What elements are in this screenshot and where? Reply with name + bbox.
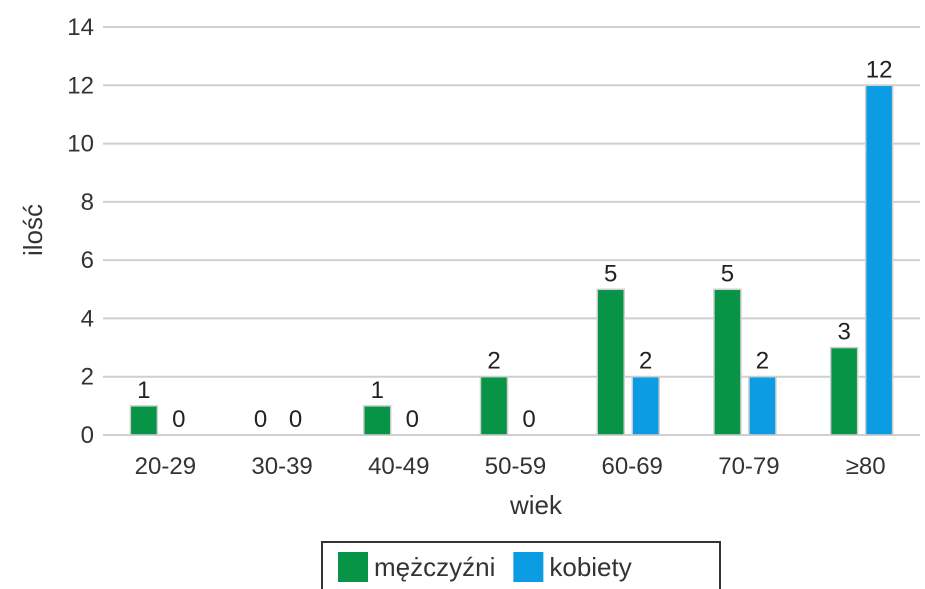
data-label: 2 — [639, 348, 652, 375]
x-tick-label: ≥80 — [846, 453, 886, 480]
y-tick-label: 0 — [81, 422, 94, 449]
bar-men — [713, 288, 742, 436]
data-label: 5 — [721, 260, 734, 287]
x-tick-label: 40-49 — [368, 453, 429, 480]
x-tick-label: 60-69 — [602, 453, 663, 480]
bar-men — [129, 405, 159, 436]
y-tick-label: 4 — [81, 305, 94, 332]
data-label: 1 — [137, 377, 150, 404]
legend-swatch-women — [513, 552, 544, 582]
data-label: 1 — [371, 377, 384, 404]
x-tick-label: 20-29 — [135, 453, 196, 480]
bar-women — [631, 375, 660, 436]
gridlines — [103, 26, 920, 436]
data-label: 0 — [172, 406, 185, 433]
data-label: 5 — [604, 260, 617, 287]
x-tick-label: 30-39 — [251, 453, 312, 480]
bar-men — [829, 346, 859, 436]
legend-swatch-men — [338, 552, 368, 582]
bar-men — [479, 375, 509, 436]
data-label: 2 — [756, 348, 769, 375]
y-tick-label: 12 — [67, 72, 94, 99]
x-axis-ticks: 20-29 30-39 40-49 50-59 60-69 70-79 ≥80 — [135, 453, 886, 480]
data-label: 0 — [406, 406, 419, 433]
bar-women — [864, 84, 894, 436]
data-label: 3 — [837, 319, 850, 346]
bar-men — [596, 288, 625, 436]
y-tick-label: 10 — [67, 131, 94, 158]
y-axis-ticks: 0 2 4 6 8 10 12 14 — [67, 14, 94, 449]
data-label: 0 — [522, 406, 535, 433]
bars — [129, 84, 894, 436]
bar-women — [748, 375, 777, 436]
legend-label-women: kobiety — [549, 552, 631, 582]
data-label: 0 — [289, 406, 302, 433]
y-axis-title: ilość — [18, 204, 48, 256]
data-label: 2 — [487, 348, 500, 375]
data-label: 12 — [866, 56, 893, 83]
x-tick-label: 50-59 — [485, 453, 546, 480]
x-tick-label: 70-79 — [718, 453, 779, 480]
y-tick-label: 14 — [67, 14, 94, 41]
y-tick-label: 8 — [81, 189, 94, 216]
data-label: 0 — [254, 406, 267, 433]
y-tick-label: 6 — [81, 247, 94, 274]
bar-men — [363, 405, 392, 436]
y-tick-label: 2 — [81, 364, 94, 391]
legend: mężczyźni kobiety — [321, 541, 721, 589]
x-axis-title: wiek — [509, 490, 563, 520]
legend-label-men: mężczyźni — [374, 552, 495, 582]
